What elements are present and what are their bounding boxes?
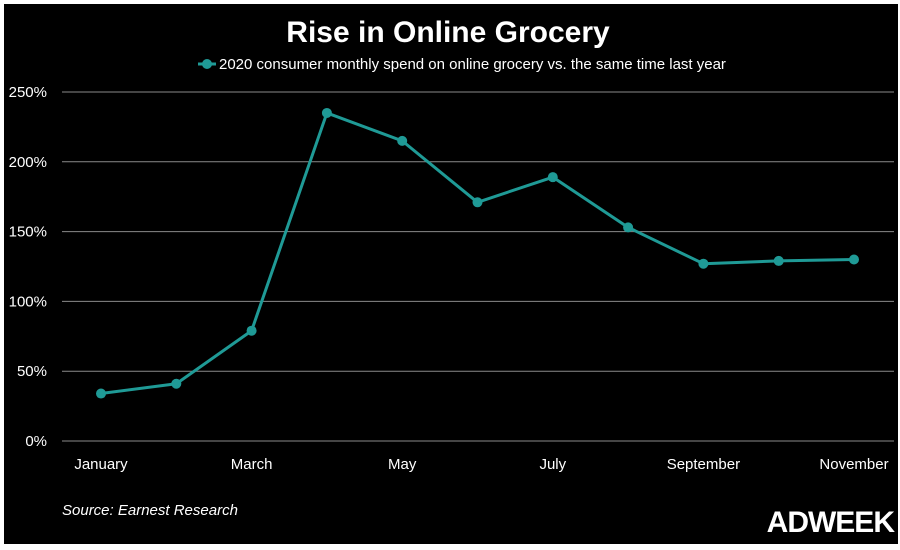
y-tick-label: 50% [17,363,47,380]
x-tick-label: May [388,456,417,473]
y-tick-label: 150% [9,224,47,241]
x-tick-label: January [74,456,128,473]
x-tick-label: September [667,456,740,473]
x-tick-label: November [819,456,888,473]
chart-title: Rise in Online Grocery [286,16,610,49]
data-point [623,222,634,233]
y-tick-label: 250% [9,84,47,101]
y-tick-label: 200% [9,154,47,171]
legend-point-marker [202,59,212,69]
data-point [472,197,483,208]
x-tick-label: July [539,456,566,473]
series-layer [96,107,859,399]
y-tick-label: 100% [9,293,47,310]
data-point [171,378,182,389]
data-point [698,258,709,269]
series-line [100,111,855,396]
data-point [397,135,408,146]
legend-label: 2020 consumer monthly spend on online gr… [219,56,726,73]
x-axis-ticks: January March May July September November [74,456,888,473]
chart-panel: Rise in Online Grocery 2020 consumer mon… [4,4,898,544]
gridlines [62,91,894,442]
adweek-logo: ADWEEK [767,506,896,539]
data-point [246,325,257,336]
data-point [773,255,784,266]
y-tick-label: 0% [25,433,47,450]
source-note: Source: Earnest Research [62,502,238,519]
data-point [547,172,558,183]
line-chart: Rise in Online Grocery 2020 consumer mon… [9,16,897,539]
legend: 2020 consumer monthly spend on online gr… [198,56,726,73]
data-point [849,254,859,265]
y-axis-ticks: 0% 50% 100% 150% 200% 250% [9,84,47,450]
data-point [96,388,106,399]
x-tick-label: March [231,456,273,473]
data-point [321,107,332,118]
